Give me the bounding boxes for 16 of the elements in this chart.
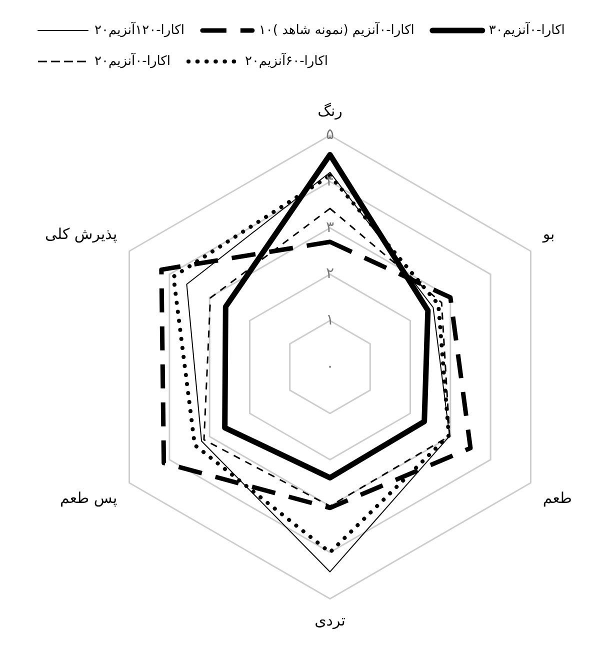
y-tick-label: ۰ — [326, 356, 334, 375]
spoke-label: پذیرش کلی — [45, 225, 118, 244]
spoke-label: بو — [542, 225, 555, 244]
y-tick-label: ۵ — [326, 125, 334, 144]
legend-label: ۲۰اکارا-۰آنزیم — [94, 52, 170, 69]
y-tick-label: ۳ — [326, 218, 334, 236]
legend-label: ۳۰اکارا-۰آنزیم — [488, 20, 565, 38]
legend-label: ۲۰اکارا-۱۲۰آنزیم — [94, 20, 184, 38]
spoke-label: طعم — [542, 488, 572, 507]
legend-label: ۱۰اکارا-۰آنزیم (نمونه شاهد ) — [258, 20, 414, 38]
spoke-label: تردی — [314, 612, 346, 630]
spoke-label: پس طعم — [60, 488, 118, 507]
y-tick-label: ۲ — [326, 264, 334, 282]
legend-label: ۲۰اکارا-۶۰آنزیم — [244, 52, 328, 69]
y-tick-label: ۱ — [326, 310, 334, 329]
spoke-label: رنگ — [318, 102, 342, 120]
